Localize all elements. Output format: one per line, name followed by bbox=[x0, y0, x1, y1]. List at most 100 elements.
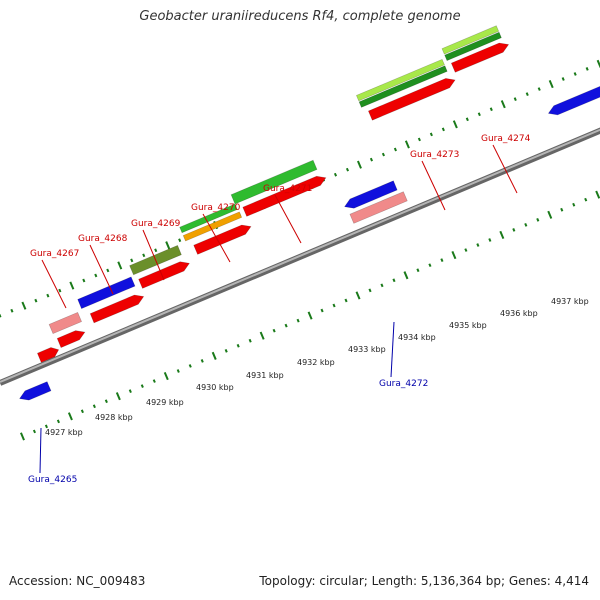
reverse-guide-dot bbox=[403, 271, 409, 280]
reverse-guide-dot bbox=[380, 283, 384, 288]
gene-feature-red[interactable] bbox=[138, 261, 190, 289]
gene-feature-pink[interactable] bbox=[349, 191, 408, 224]
scale-label: 4929 kbp bbox=[146, 398, 184, 407]
gene-leader-line bbox=[89, 244, 114, 295]
forward-guide-dot bbox=[417, 137, 421, 142]
gene-feature-red[interactable] bbox=[89, 294, 145, 324]
forward-guide-dot bbox=[0, 313, 2, 318]
reverse-guide-dot bbox=[44, 424, 48, 429]
forward-guide-dot bbox=[356, 160, 362, 169]
gene-feature-red[interactable] bbox=[193, 224, 252, 255]
gene-feature-dark_green[interactable] bbox=[358, 65, 448, 108]
gene-label-gura_4267[interactable]: Gura_4267 bbox=[30, 249, 79, 259]
reverse-guide-dot bbox=[188, 364, 192, 368]
gene-feature-red[interactable] bbox=[37, 347, 60, 363]
forward-guide-dot bbox=[117, 261, 123, 270]
forward-guide-dot bbox=[165, 241, 171, 250]
gene-feature-red[interactable] bbox=[368, 78, 456, 121]
gene-label-gura_4274[interactable]: Gura_4274 bbox=[481, 134, 531, 144]
forward-guide-dot bbox=[369, 157, 373, 162]
backbone-highlight bbox=[0, 128, 600, 383]
forward-guide-dot bbox=[82, 278, 86, 283]
reverse-guide-dot bbox=[547, 210, 553, 219]
reverse-guide-dot bbox=[296, 318, 300, 323]
gene-label-gura_4271[interactable]: Gura_4271 bbox=[263, 184, 312, 194]
gene-label-gura_4265[interactable]: Gura_4265 bbox=[28, 475, 77, 485]
forward-guide-dot bbox=[596, 59, 600, 68]
reverse-guide-dot bbox=[224, 348, 228, 353]
scale-label: 4928 kbp bbox=[95, 413, 133, 422]
scale-label: 4937 kbp bbox=[551, 297, 589, 306]
scale-label: 4931 kbp bbox=[246, 371, 284, 380]
gene-leader-line bbox=[492, 144, 518, 194]
scale-label: 4936 kbp bbox=[500, 309, 538, 318]
reverse-guide-dot bbox=[572, 202, 576, 207]
forward-guide-dot bbox=[441, 127, 445, 132]
reverse-guide-dot bbox=[236, 343, 240, 348]
forward-guide-dot bbox=[333, 172, 338, 177]
scale-label: 4930 kbp bbox=[196, 383, 234, 392]
reverse-guide-dot bbox=[320, 308, 324, 313]
reverse-guide-dot bbox=[80, 409, 84, 414]
reverse-guide-dot bbox=[584, 197, 588, 202]
forward-guide-dot bbox=[94, 273, 98, 278]
gene-feature-blue[interactable] bbox=[19, 381, 52, 401]
scale-label: 4933 kbp bbox=[348, 345, 386, 354]
gene-label-gura_4273[interactable]: Gura_4273 bbox=[410, 150, 459, 160]
gene-leader-line bbox=[39, 427, 42, 474]
reverse-guide-dot bbox=[140, 384, 144, 388]
gene-label-gura_4268[interactable]: Gura_4268 bbox=[78, 234, 128, 244]
gene-feature-blue[interactable] bbox=[77, 276, 136, 309]
gene-feature-light_green[interactable] bbox=[441, 25, 500, 55]
reverse-guide-dot bbox=[32, 429, 37, 434]
gene-feature-red[interactable] bbox=[56, 330, 86, 348]
forward-guide-dot bbox=[573, 72, 577, 76]
forward-guide-dot bbox=[500, 100, 506, 109]
reverse-guide-dot bbox=[200, 359, 204, 363]
reverse-guide-dot bbox=[272, 328, 276, 333]
reverse-guide-dot bbox=[248, 338, 252, 343]
reverse-guide-dot bbox=[67, 412, 73, 421]
forward-guide-dot bbox=[381, 152, 385, 157]
gene-feature-green[interactable] bbox=[230, 159, 318, 205]
genome-backbone bbox=[0, 127, 600, 386]
forward-guide-dot bbox=[34, 298, 38, 303]
reverse-guide-dot bbox=[560, 207, 564, 212]
gene-feature-light_green[interactable] bbox=[356, 59, 445, 102]
gene-label-gura_4270[interactable]: Gura_4270 bbox=[191, 203, 241, 213]
forward-guide-dot bbox=[429, 132, 433, 137]
reverse-guide-dot bbox=[20, 432, 25, 441]
reverse-guide-dot bbox=[284, 323, 288, 328]
gene-leader-line bbox=[421, 160, 446, 211]
reverse-guide-dot bbox=[128, 389, 132, 393]
forward-guide-dot bbox=[130, 258, 134, 263]
gene-label-gura_4272[interactable]: Gura_4272 bbox=[379, 379, 428, 389]
gene-feature-red[interactable] bbox=[450, 42, 510, 73]
forward-guide-dot bbox=[404, 140, 410, 149]
forward-guide-dot bbox=[21, 301, 27, 310]
reverse-guide-dot bbox=[163, 371, 169, 381]
genome-summary-text: Topology: circular; Length: 5,136,364 bp… bbox=[259, 574, 589, 588]
forward-guide-dot bbox=[513, 97, 517, 102]
gene-label-leaders bbox=[39, 144, 518, 474]
gene-feature-pink[interactable] bbox=[48, 312, 82, 334]
gene-feature-dark_green[interactable] bbox=[444, 31, 502, 61]
scale-label: 4934 kbp bbox=[398, 333, 436, 342]
reverse-guide-dot bbox=[512, 228, 516, 232]
forward-guide-dot bbox=[393, 147, 397, 152]
gene-label-gura_4269[interactable]: Gura_4269 bbox=[131, 219, 181, 229]
scale-labels: 4927 kbp 4928 kbp 4929 kbp 4930 kbp 4931 kbp… bbox=[45, 297, 589, 437]
forward-guide-dot bbox=[10, 308, 14, 313]
gene-feature-orange[interactable] bbox=[182, 211, 243, 242]
reverse-guide-dot bbox=[307, 311, 313, 320]
reverse-guide-dot bbox=[176, 369, 180, 373]
reverse-guide-dot bbox=[344, 298, 348, 303]
gene-feature-red[interactable] bbox=[242, 175, 327, 217]
gene-feature-blue[interactable] bbox=[547, 86, 600, 116]
reverse-guide-dot bbox=[56, 419, 60, 424]
gene-feature-blue[interactable] bbox=[344, 180, 398, 209]
forward-guide-dot bbox=[561, 77, 565, 81]
accession-text: Accession: NC_009483 bbox=[9, 574, 146, 588]
forward-guide-dot bbox=[106, 268, 110, 273]
